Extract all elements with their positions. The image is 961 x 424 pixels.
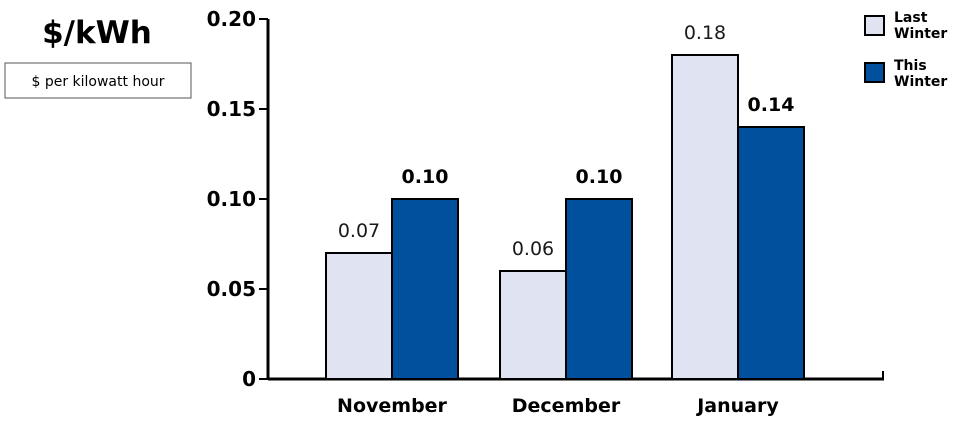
- legend: Last Winter This Winter: [864, 10, 947, 90]
- bar-this-winter-december: [565, 198, 633, 380]
- legend-label-last-winter-line2: Winter: [894, 26, 947, 42]
- value-label-this-winter-january: 0.14: [748, 94, 795, 116]
- legend-label-this-winter-line1: This: [894, 58, 927, 74]
- bar-last-winter-december: [499, 270, 567, 380]
- value-labels: 0.07 0.06 0.18 0.10 0.10 0.14: [338, 22, 795, 260]
- bar-last-winter-january: [671, 54, 739, 380]
- y-tick-label: 0.10: [207, 187, 256, 211]
- legend-label-last-winter-line1: Last: [894, 10, 928, 26]
- bar-this-winter-november: [391, 198, 459, 380]
- x-tick-label-november: November: [337, 395, 448, 417]
- y-ticks: 0 0.05 0.10 0.15 0.20: [207, 7, 268, 391]
- bar-this-winter-january: [737, 126, 805, 380]
- x-tick-label-january: January: [695, 395, 779, 417]
- y-tick-label: 0.05: [207, 277, 256, 301]
- bar-last-winter-november: [325, 252, 393, 380]
- x-tick-label-december: December: [512, 395, 621, 417]
- unit-subtitle-box: [4, 62, 192, 99]
- legend-swatch-last-winter: [864, 15, 885, 36]
- value-label-this-winter-november: 0.10: [402, 166, 449, 188]
- value-label-last-winter-january: 0.18: [684, 22, 726, 44]
- value-label-last-winter-november: 0.07: [338, 220, 380, 242]
- value-label-last-winter-december: 0.06: [512, 238, 554, 260]
- y-tick-label: 0: [242, 367, 256, 391]
- legend-swatch-this-winter: [864, 62, 885, 83]
- value-label-this-winter-december: 0.10: [576, 166, 623, 188]
- y-tick-label: 0.20: [207, 7, 256, 31]
- legend-label-this-winter-line2: Winter: [894, 74, 947, 90]
- y-tick-label: 0.15: [207, 97, 256, 121]
- unit-subtitle: $ per kilowatt hour: [31, 74, 164, 90]
- legend-item-last-winter: Last Winter: [864, 10, 947, 42]
- x-tick-labels: November December January: [337, 395, 779, 417]
- bars: [325, 54, 805, 380]
- legend-item-this-winter: This Winter: [864, 58, 947, 90]
- unit-title: $/kWh: [42, 15, 152, 51]
